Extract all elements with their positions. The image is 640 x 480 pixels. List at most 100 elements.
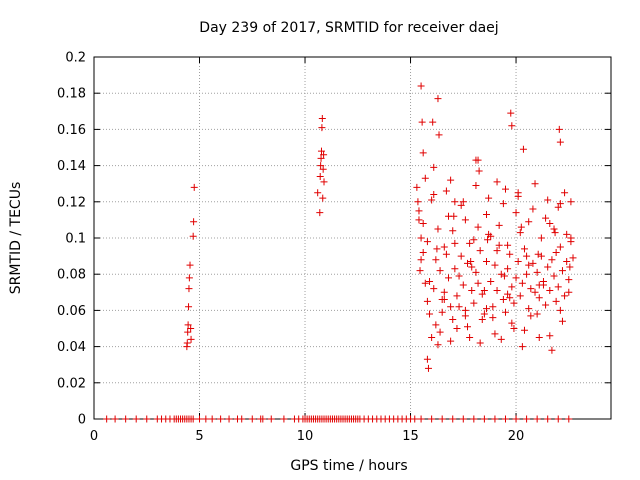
- data-point: [318, 115, 326, 123]
- data-point: [415, 216, 423, 224]
- data-point: [493, 247, 501, 255]
- data-point: [103, 415, 111, 423]
- data-point: [535, 281, 543, 289]
- data-point: [440, 296, 448, 304]
- data-point: [267, 415, 275, 423]
- data-point: [495, 241, 503, 249]
- y-tick-label: 0.1: [65, 232, 86, 247]
- data-point: [183, 339, 191, 347]
- data-point: [440, 288, 448, 296]
- data-point: [554, 203, 562, 211]
- data-point: [208, 415, 216, 423]
- data-point: [500, 272, 508, 280]
- data-point: [506, 294, 514, 302]
- data-point: [523, 252, 531, 260]
- data-point: [533, 310, 541, 318]
- data-point: [430, 163, 438, 171]
- data-point: [501, 415, 509, 423]
- data-point: [512, 274, 520, 282]
- data-point: [438, 308, 446, 316]
- data-point: [428, 334, 436, 342]
- data-point: [563, 258, 571, 266]
- data-point: [501, 308, 509, 316]
- data-point: [455, 272, 463, 280]
- data-point: [546, 332, 554, 340]
- data-point: [551, 229, 559, 237]
- data-point: [475, 167, 483, 175]
- y-axis: 0 0.02 0.04 0.06 0.08 0.1 0.12 0.14 0.16 0.18 0.2: [57, 51, 611, 428]
- y-tick-label: 0.02: [57, 376, 86, 391]
- data-point: [480, 286, 488, 294]
- data-point: [449, 415, 457, 423]
- data-point: [428, 196, 436, 204]
- data-point: [453, 292, 461, 300]
- data-point: [499, 200, 507, 208]
- data-point: [485, 194, 493, 202]
- data-point: [504, 290, 512, 298]
- data-point: [424, 364, 432, 372]
- data-point: [459, 415, 467, 423]
- data-point: [554, 415, 562, 423]
- data-point: [535, 294, 543, 302]
- data-point: [434, 225, 442, 233]
- data-point: [544, 415, 552, 423]
- data-point: [508, 283, 516, 291]
- data-point: [450, 212, 458, 220]
- data-point: [464, 323, 472, 331]
- data-point: [566, 263, 574, 271]
- data-point: [423, 355, 431, 363]
- data-point: [442, 250, 450, 258]
- data-point: [552, 248, 560, 256]
- data-point: [520, 245, 528, 253]
- data-point: [451, 239, 459, 247]
- data-point: [525, 261, 533, 269]
- data-point: [472, 268, 480, 276]
- data-point: [217, 415, 225, 423]
- data-point: [508, 122, 516, 130]
- data-point: [259, 415, 267, 423]
- data-point: [429, 118, 437, 126]
- data-point: [510, 299, 518, 307]
- data-point: [459, 198, 467, 206]
- data-point: [514, 258, 522, 266]
- data-point: [449, 315, 457, 323]
- data-point: [567, 198, 575, 206]
- data-point: [478, 290, 486, 298]
- data-point: [527, 312, 535, 320]
- data-point: [542, 214, 550, 222]
- data-point: [318, 124, 326, 132]
- data-point: [184, 321, 192, 329]
- data-point: [517, 223, 525, 231]
- chart-title: Day 239 of 2017, SRMTID for receiver dae…: [199, 20, 498, 36]
- data-point: [280, 415, 288, 423]
- data-point: [185, 285, 193, 293]
- data-point: [316, 209, 324, 217]
- data-point: [436, 328, 444, 336]
- data-point: [185, 303, 193, 311]
- data-point: [436, 267, 444, 275]
- data-point: [504, 265, 512, 273]
- data-point: [556, 200, 564, 208]
- data-point: [519, 145, 527, 153]
- data-point: [442, 187, 450, 195]
- data-point: [317, 147, 325, 155]
- data-point: [457, 252, 465, 260]
- data-point: [417, 256, 425, 264]
- data-point: [319, 194, 327, 202]
- data-point: [468, 263, 476, 271]
- data-point: [546, 286, 554, 294]
- data-point: [186, 261, 194, 269]
- data-point: [413, 183, 421, 191]
- data-point: [417, 82, 425, 90]
- data-point: [531, 288, 539, 296]
- data-point: [122, 415, 130, 423]
- data-point: [556, 138, 564, 146]
- data-point: [189, 415, 197, 423]
- data-point: [516, 292, 524, 300]
- data-point: [449, 227, 457, 235]
- data-point: [529, 205, 537, 213]
- data-point: [419, 220, 427, 228]
- data-point: [189, 232, 197, 240]
- data-point: [466, 239, 474, 247]
